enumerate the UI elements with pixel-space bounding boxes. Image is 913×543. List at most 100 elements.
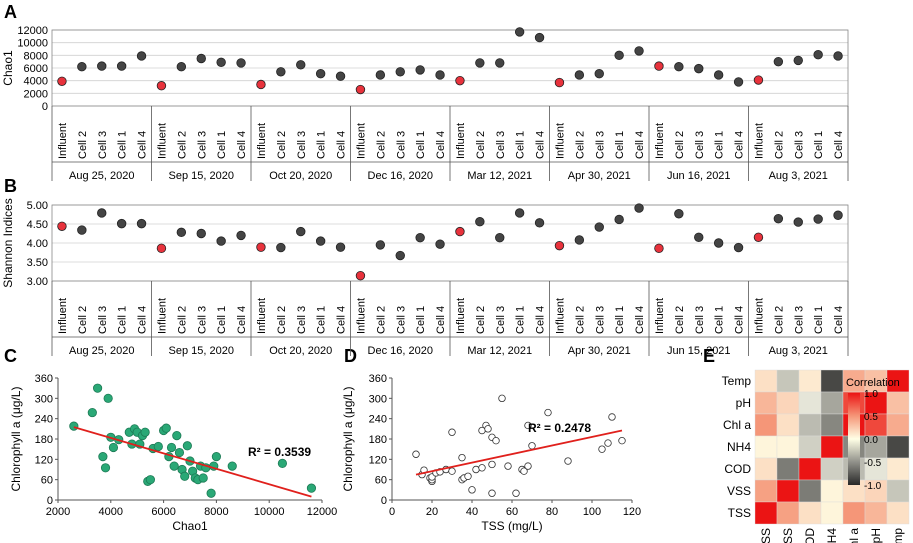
- cell-point: [495, 58, 505, 68]
- sample-label: Cell 2: [375, 131, 387, 159]
- sample-label: Cell 1: [216, 306, 228, 334]
- data-point: [458, 453, 466, 462]
- y-tick-label: 0: [381, 495, 387, 507]
- sample-label: Cell 3: [495, 306, 507, 334]
- sample-label: Cell 2: [375, 306, 387, 334]
- cell-point: [475, 58, 485, 68]
- data-point: [524, 421, 532, 430]
- data-point: [140, 427, 150, 437]
- x-tick-label: 4000: [99, 506, 123, 518]
- data-point: [69, 421, 79, 431]
- influent-point: [455, 226, 465, 237]
- heatmap-cell: [820, 501, 844, 525]
- sample-label: Cell 3: [296, 306, 308, 334]
- sample-label: Cell 2: [176, 306, 188, 334]
- heatmap-cell: [754, 369, 778, 393]
- y-axis-label: Chlorophyll a (μg/L): [9, 387, 23, 492]
- panel-letter-e: E: [703, 346, 715, 366]
- y-axis-label: Chlorophyll a (μg/L): [341, 387, 355, 492]
- legend-title: Correlation: [846, 377, 900, 389]
- cell-point: [713, 238, 724, 248]
- sample-label: Cell 4: [137, 306, 149, 334]
- cell-point: [773, 56, 784, 67]
- x-tick-label: 60: [506, 506, 518, 518]
- data-point: [198, 473, 208, 483]
- heatmap-cell: [820, 391, 844, 415]
- cell-point: [315, 236, 326, 246]
- influent-point: [455, 75, 465, 86]
- r-squared-label: R² = 0.3539: [248, 445, 311, 459]
- data-point: [87, 407, 97, 418]
- heatmap-cell: [820, 479, 844, 503]
- x-axis-label: TSS (mg/L): [481, 519, 542, 533]
- cell-point: [335, 71, 346, 81]
- row-label: Chl a: [723, 418, 751, 432]
- data-point: [598, 445, 606, 453]
- cell-point: [176, 227, 187, 238]
- heatmap-cell: [754, 435, 778, 459]
- data-point: [169, 461, 179, 471]
- cell-point: [435, 239, 445, 249]
- r-squared-label: R² = 0.2478: [528, 421, 591, 435]
- sample-label: Cell 3: [97, 131, 109, 159]
- data-point: [161, 423, 171, 433]
- sample-label: Cell 4: [734, 131, 746, 159]
- data-point: [93, 383, 103, 393]
- data-point: [206, 488, 216, 498]
- cell-point: [315, 68, 326, 79]
- sample-label: Cell 3: [793, 306, 805, 334]
- data-point: [618, 436, 626, 445]
- heatmap-cell: [886, 457, 910, 481]
- heatmap-cell: [776, 501, 800, 525]
- cell-point: [196, 53, 206, 64]
- cell-point: [415, 65, 425, 75]
- cell-point: [375, 240, 386, 250]
- sample-label: Cell 3: [196, 131, 208, 159]
- cell-point: [77, 225, 87, 235]
- cell-point: [773, 213, 784, 224]
- heatmap-cell: [754, 501, 778, 525]
- sample-label: Influent: [355, 123, 367, 159]
- data-point: [604, 439, 612, 447]
- influent-point: [256, 242, 266, 252]
- data-point: [277, 458, 287, 468]
- y-tick-label: 4.00: [27, 238, 48, 250]
- y-tick-label: 300: [35, 393, 53, 405]
- sample-label: Cell 4: [535, 306, 547, 334]
- heatmap-cell: [886, 479, 910, 503]
- row-label: Temp: [722, 374, 752, 388]
- cell-point: [136, 51, 147, 61]
- group-date-label: Aug 25, 2020: [69, 170, 134, 182]
- cell-point: [375, 70, 386, 80]
- data-point: [468, 486, 476, 494]
- cell-point: [694, 63, 704, 74]
- heatmap-cell: [776, 413, 800, 437]
- sample-label: Influent: [256, 123, 268, 159]
- cell-point: [614, 50, 624, 61]
- panel-letter-a: A: [4, 2, 17, 22]
- sample-label: Cell 1: [415, 131, 427, 159]
- sample-label: Cell 1: [117, 131, 129, 159]
- data-point: [520, 467, 528, 475]
- group-date-label: Aug 25, 2020: [69, 345, 134, 357]
- cell-point: [793, 217, 803, 227]
- x-tick-label: 40: [466, 506, 478, 518]
- cell-point: [236, 230, 246, 241]
- influent-point: [753, 75, 764, 85]
- x-tick-label: 2000: [46, 506, 70, 518]
- y-tick-label: 240: [35, 414, 53, 426]
- col-label: Chl a: [847, 528, 861, 543]
- cell-point: [594, 68, 604, 79]
- sample-label: Cell 2: [77, 131, 89, 159]
- sample-label: Cell 4: [535, 131, 547, 159]
- x-tick-label: 8000: [204, 506, 228, 518]
- data-point: [504, 462, 512, 470]
- col-label: COD: [803, 528, 817, 543]
- data-point: [227, 461, 237, 471]
- group-date-label: Jun 16, 2021: [667, 170, 731, 182]
- data-point: [182, 441, 192, 451]
- y-tick-label: 120: [35, 454, 53, 466]
- cell-point: [514, 208, 525, 218]
- heatmap-cell: [798, 413, 822, 437]
